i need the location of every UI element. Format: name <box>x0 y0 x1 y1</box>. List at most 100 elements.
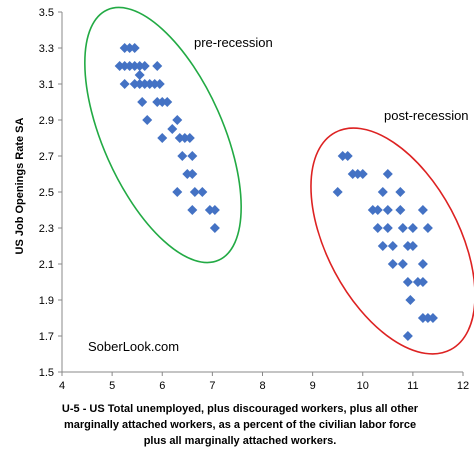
data-point-pre-recession <box>144 79 155 89</box>
axes <box>58 11 464 376</box>
x-tick-label: 4 <box>59 380 65 392</box>
tick-labels: 4 5 6 7 8 9 10 11 12 1.5 1.7 1.9 2.1 2.3 2.5 2.7 2.9 3.1 3… <box>39 7 469 392</box>
y-tick-label: 3.3 <box>39 43 54 55</box>
y-tick-label: 2.5 <box>39 187 54 199</box>
y-tick-label: 2.9 <box>39 115 54 127</box>
data-point-pre-recession <box>172 115 183 125</box>
pre-recession-ellipse <box>84 6 242 264</box>
data-point-post-recession <box>337 151 348 161</box>
data-point-pre-recession <box>124 61 135 71</box>
data-point-pre-recession <box>149 79 160 89</box>
data-point-pre-recession <box>187 151 198 161</box>
data-point-post-recession <box>395 205 406 215</box>
x-tick-label: 7 <box>209 380 215 392</box>
data-point-pre-recession <box>139 79 150 89</box>
cluster-ellipses <box>84 6 474 355</box>
data-point-post-recession <box>387 241 398 251</box>
data-point-pre-recession <box>209 223 220 233</box>
data-point-post-recession <box>397 223 408 233</box>
data-point-post-recession <box>417 205 428 215</box>
data-point-pre-recession <box>197 187 208 197</box>
annotation-pre-recession: pre-recession <box>194 35 273 50</box>
data-point-pre-recession <box>119 43 130 53</box>
data-point-post-recession <box>372 223 383 233</box>
data-point-post-recession <box>372 205 383 215</box>
data-point-pre-recession <box>174 133 185 143</box>
data-point-pre-recession <box>142 115 153 125</box>
data-point-pre-recession <box>172 187 183 197</box>
data-point-pre-recession <box>204 205 215 215</box>
data-point-post-recession <box>395 187 406 197</box>
data-point-pre-recession <box>119 79 130 89</box>
data-point-post-recession <box>377 241 388 251</box>
data-point-pre-recession <box>177 151 188 161</box>
data-point-post-recession <box>387 259 398 269</box>
data-point-post-recession <box>422 313 433 323</box>
data-point-pre-recession <box>129 79 140 89</box>
data-point-post-recession <box>342 151 353 161</box>
data-point-post-recession <box>407 223 418 233</box>
annotation-post-recession: post-recession <box>384 108 469 123</box>
data-point-pre-recession <box>129 61 140 71</box>
data-point-post-recession <box>347 169 358 179</box>
y-tick-label: 1.9 <box>39 295 54 307</box>
data-point-pre-recession <box>114 61 125 71</box>
x-axis-title: U-5 - US Total unemployed, plus discoura… <box>40 401 440 449</box>
data-point-post-recession <box>382 169 393 179</box>
data-point-post-recession <box>422 223 433 233</box>
data-point-pre-recession <box>139 61 150 71</box>
data-point-pre-recession <box>124 43 135 53</box>
data-point-pre-recession <box>137 97 148 107</box>
data-point-pre-recession <box>119 61 130 71</box>
data-point-pre-recession <box>129 43 140 53</box>
data-point-pre-recession <box>134 61 145 71</box>
data-point-post-recession <box>382 223 393 233</box>
y-tick-label: 3.5 <box>39 7 54 19</box>
data-point-post-recession <box>417 313 428 323</box>
x-tick-label: 10 <box>357 380 369 392</box>
x-tick-label: 6 <box>159 380 165 392</box>
data-point-pre-recession <box>184 133 195 143</box>
data-point-pre-recession <box>162 97 173 107</box>
data-point-pre-recession <box>209 205 220 215</box>
data-point-post-recession <box>352 169 363 179</box>
data-point-pre-recession <box>157 133 168 143</box>
data-point-post-recession <box>412 277 423 287</box>
y-tick-label: 2.7 <box>39 151 54 163</box>
data-point-pre-recession <box>182 169 193 179</box>
data-point-pre-recession <box>157 97 168 107</box>
x-axis-title-line-3: plus all marginally attached workers. <box>143 435 337 447</box>
data-point-post-recession <box>382 205 393 215</box>
y-tick-label: 2.3 <box>39 223 54 235</box>
data-point-pre-recession <box>134 79 145 89</box>
data-point-post-recession <box>402 277 413 287</box>
data-point-post-recession <box>332 187 343 197</box>
data-point-post-recession <box>417 259 428 269</box>
x-axis-title-line-1: U-5 - US Total unemployed, plus discoura… <box>61 403 419 415</box>
data-point-pre-recession <box>187 205 198 215</box>
x-axis-title-line-2: marginally attached workers, as a percen… <box>63 419 417 431</box>
x-tick-label: 9 <box>310 380 316 392</box>
data-point-post-recession <box>405 295 416 305</box>
data-point-post-recession <box>407 241 418 251</box>
x-tick-label: 5 <box>109 380 115 392</box>
x-tick-label: 11 <box>407 380 418 392</box>
data-point-pre-recession <box>154 79 165 89</box>
post-recession-ellipse <box>310 127 474 355</box>
data-point-pre-recession <box>152 97 163 107</box>
data-point-pre-recession <box>189 187 200 197</box>
data-points <box>114 43 438 341</box>
x-tick-label: 12 <box>457 380 469 392</box>
data-point-post-recession <box>367 205 378 215</box>
data-point-post-recession <box>397 259 408 269</box>
data-point-post-recession <box>402 331 413 341</box>
y-tick-label: 1.5 <box>39 367 54 379</box>
x-tick-label: 8 <box>259 380 265 392</box>
data-point-post-recession <box>402 241 413 251</box>
data-point-pre-recession <box>187 169 198 179</box>
y-tick-label: 3.1 <box>39 79 54 91</box>
data-point-pre-recession <box>179 133 190 143</box>
data-point-pre-recession <box>152 61 163 71</box>
data-point-post-recession <box>377 187 388 197</box>
